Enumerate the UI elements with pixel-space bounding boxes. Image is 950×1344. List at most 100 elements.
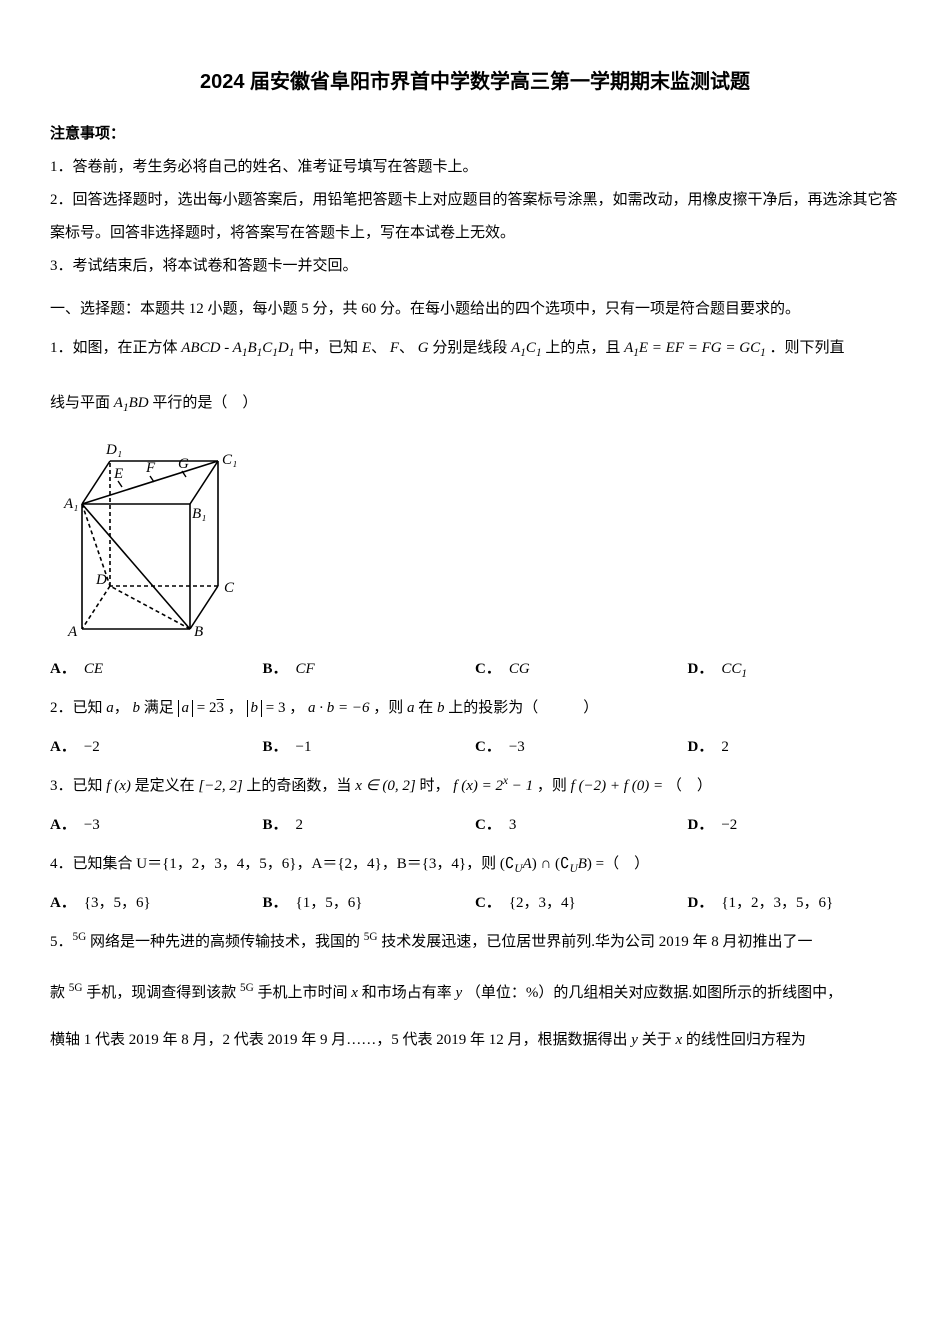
svg-text:E: E bbox=[113, 466, 123, 482]
q5-l3b: 关于 bbox=[642, 1032, 676, 1048]
q5-5g2: 5G bbox=[364, 931, 378, 943]
notice-line-2: 2．回答选择题时，选出每小题答案后，用铅笔把答题卡上对应题目的答案标号涂黑，如需… bbox=[50, 184, 900, 250]
svg-text:B₁: B₁ bbox=[192, 506, 206, 522]
q5-5g1: 5G bbox=[73, 931, 87, 943]
svg-text:A: A bbox=[67, 624, 78, 639]
q1-F: F bbox=[390, 340, 399, 356]
q1-cube: ABCD - A1B1C1D1 bbox=[181, 340, 294, 356]
section-1-head: 一、选择题：本题共 12 小题，每小题 5 分，共 60 分。在每小题给出的四个… bbox=[50, 293, 900, 326]
q5-l2e: （单位：%）的几组相关对应数据.如图所示的折线图中， bbox=[466, 985, 842, 1001]
q4-opt-d: {1，2，3，5，6} bbox=[721, 887, 833, 920]
q1-l2-pre: 线与平面 bbox=[50, 395, 114, 411]
q3-mid3: 时， bbox=[420, 778, 450, 794]
q3-int: [−2, 2] bbox=[198, 778, 242, 794]
q5-l3c: 的线性回归方程为 bbox=[686, 1032, 806, 1048]
q5-l2b: 手机，现调查得到该款 bbox=[86, 985, 240, 1001]
q4-opt-a: {3，5，6} bbox=[84, 887, 151, 920]
q2-satisfy: 满足 bbox=[144, 700, 178, 716]
q2-a: a bbox=[106, 700, 114, 716]
question-1: 1．如图，在正方体 ABCD - A1B1C1D1 中，已知 E、 F、 G 分… bbox=[50, 332, 900, 365]
q5-x: x bbox=[351, 985, 358, 1001]
q2-absb: b bbox=[251, 700, 259, 716]
q2-c2: ， bbox=[289, 700, 304, 716]
q5-l3a: 横轴 1 代表 2019 年 8 月，2 代表 2019 年 9 月……，5 代… bbox=[50, 1032, 631, 1048]
q1-opt-c: CG bbox=[509, 653, 530, 686]
q3-tail: （ ） bbox=[667, 778, 712, 794]
q2-eq2: = 3 bbox=[266, 700, 286, 716]
q4-eq: =（ ） bbox=[596, 856, 649, 872]
cube-figure: ABCDA₁B₁C₁D₁EFG bbox=[60, 434, 900, 639]
svg-text:C₁: C₁ bbox=[222, 452, 237, 468]
q1-opt-a: CE bbox=[84, 653, 103, 686]
svg-text:A₁: A₁ bbox=[63, 496, 78, 512]
q4-options: A．{3，5，6} B．{1，5，6} C．{2，3，4} D．{1，2，3，5… bbox=[50, 887, 900, 920]
q2-in: 在 bbox=[418, 700, 437, 716]
question-1-line2: 线与平面 A1BD 平行的是（ ） bbox=[50, 387, 900, 420]
q5-l2a: 款 bbox=[50, 985, 69, 1001]
q4-opt-b: {1，5，6} bbox=[296, 887, 363, 920]
q5-5g4: 5G bbox=[240, 982, 254, 994]
q5-y2: y bbox=[631, 1032, 638, 1048]
q3-pre: 3．已知 bbox=[50, 778, 106, 794]
exam-title: 2024 届安徽省阜阳市界首中学数学高三第一学期期末监测试题 bbox=[50, 60, 900, 104]
q3-opt-d: −2 bbox=[721, 809, 737, 842]
q2-c1: ， bbox=[228, 700, 243, 716]
q3-opt-c: 3 bbox=[509, 809, 517, 842]
opt-label-b: B． bbox=[263, 653, 288, 686]
svg-text:C: C bbox=[224, 580, 235, 596]
q3-fx: f (x) bbox=[106, 778, 131, 794]
q2-opt-c: −3 bbox=[509, 731, 525, 764]
opt-label-a: A． bbox=[50, 653, 76, 686]
q2-proj: 上的投影为（ ） bbox=[448, 700, 598, 716]
q1-l2-tail: 平行的是（ ） bbox=[152, 395, 257, 411]
svg-text:D: D bbox=[95, 572, 107, 588]
svg-text:D₁: D₁ bbox=[105, 442, 122, 458]
q2-b: b bbox=[133, 700, 141, 716]
q5-l1a: 5． bbox=[50, 934, 73, 950]
q1-opt-b: CF bbox=[296, 653, 315, 686]
q2-options: A．−2 B．−1 C．−3 D．2 bbox=[50, 731, 900, 764]
q3-fdef: f (x) = 2x − 1 bbox=[453, 778, 533, 794]
question-5-line2: 款 5G 手机，现调查得到该款 5G 手机上市时间 x 和市场占有率 y （单位… bbox=[50, 977, 900, 1010]
q2-dot: a · b = −6 bbox=[308, 700, 370, 716]
q5-l1c: 技术发展迅速，已位居世界前列.华为公司 2019 年 8 月初推出了一 bbox=[381, 934, 812, 950]
question-5-line3: 横轴 1 代表 2019 年 8 月，2 代表 2019 年 9 月……，5 代… bbox=[50, 1024, 900, 1057]
question-3: 3．已知 f (x) 是定义在 [−2, 2] 上的奇函数，当 x ∈ (0, … bbox=[50, 770, 900, 803]
q1-E: E bbox=[362, 340, 371, 356]
q1-options: A．CE B．CF C．CG D．CC1 bbox=[50, 653, 900, 686]
opt-label-d: D． bbox=[688, 653, 714, 686]
q1-pre: 1．如图，在正方体 bbox=[50, 340, 181, 356]
q1-plane: A1BD bbox=[114, 395, 149, 411]
q3-mid4: ，则 bbox=[537, 778, 571, 794]
q3-opt-a: −3 bbox=[84, 809, 100, 842]
q1-mid2: 分别是线段 bbox=[432, 340, 511, 356]
q3-mid1: 是定义在 bbox=[135, 778, 199, 794]
q2-opt-a: −2 bbox=[84, 731, 100, 764]
q2-b2: b bbox=[437, 700, 445, 716]
svg-text:B: B bbox=[194, 624, 203, 639]
q1-mid3: 上的点，且 bbox=[545, 340, 624, 356]
svg-text:G: G bbox=[178, 456, 189, 472]
q4-stem: 4．已知集合 U＝{1，2，3，4，5，6}，A＝{2，4}，B＝{3，4}，则 bbox=[50, 856, 500, 872]
q2-pre: 2．已知 bbox=[50, 700, 106, 716]
q5-l2d: 和市场占有率 bbox=[362, 985, 456, 1001]
q4-expr: (∁UA) ∩ (∁UB) bbox=[500, 856, 592, 872]
q3-expr: f (−2) + f (0) = bbox=[571, 778, 667, 794]
q1-eq: A1E = EF = FG = GC1 bbox=[624, 340, 766, 356]
q5-l1b: 网络是一种先进的高频传输技术，我国的 bbox=[90, 934, 364, 950]
notice-line-3: 3．考试结束后，将本试卷和答题卡一并交回。 bbox=[50, 250, 900, 283]
notice-head: 注意事项： bbox=[50, 118, 900, 151]
q4-opt-c: {2，3，4} bbox=[509, 887, 576, 920]
q5-y: y bbox=[455, 985, 462, 1001]
q2-opt-b: −1 bbox=[296, 731, 312, 764]
cube-svg: ABCDA₁B₁C₁D₁EFG bbox=[60, 434, 240, 639]
opt-label-c: C． bbox=[475, 653, 501, 686]
question-4: 4．已知集合 U＝{1，2，3，4，5，6}，A＝{2，4}，B＝{3，4}，则… bbox=[50, 848, 900, 881]
q1-tail: ．则下列直 bbox=[769, 340, 844, 356]
q1-G: G bbox=[418, 340, 429, 356]
q2-eq1: = 23 bbox=[197, 700, 224, 716]
q3-options: A．−3 B．2 C．3 D．−2 bbox=[50, 809, 900, 842]
q3-xin: x ∈ (0, 2] bbox=[355, 778, 416, 794]
q2-absa: a bbox=[182, 700, 190, 716]
q3-mid2: 上的奇函数，当 bbox=[246, 778, 355, 794]
